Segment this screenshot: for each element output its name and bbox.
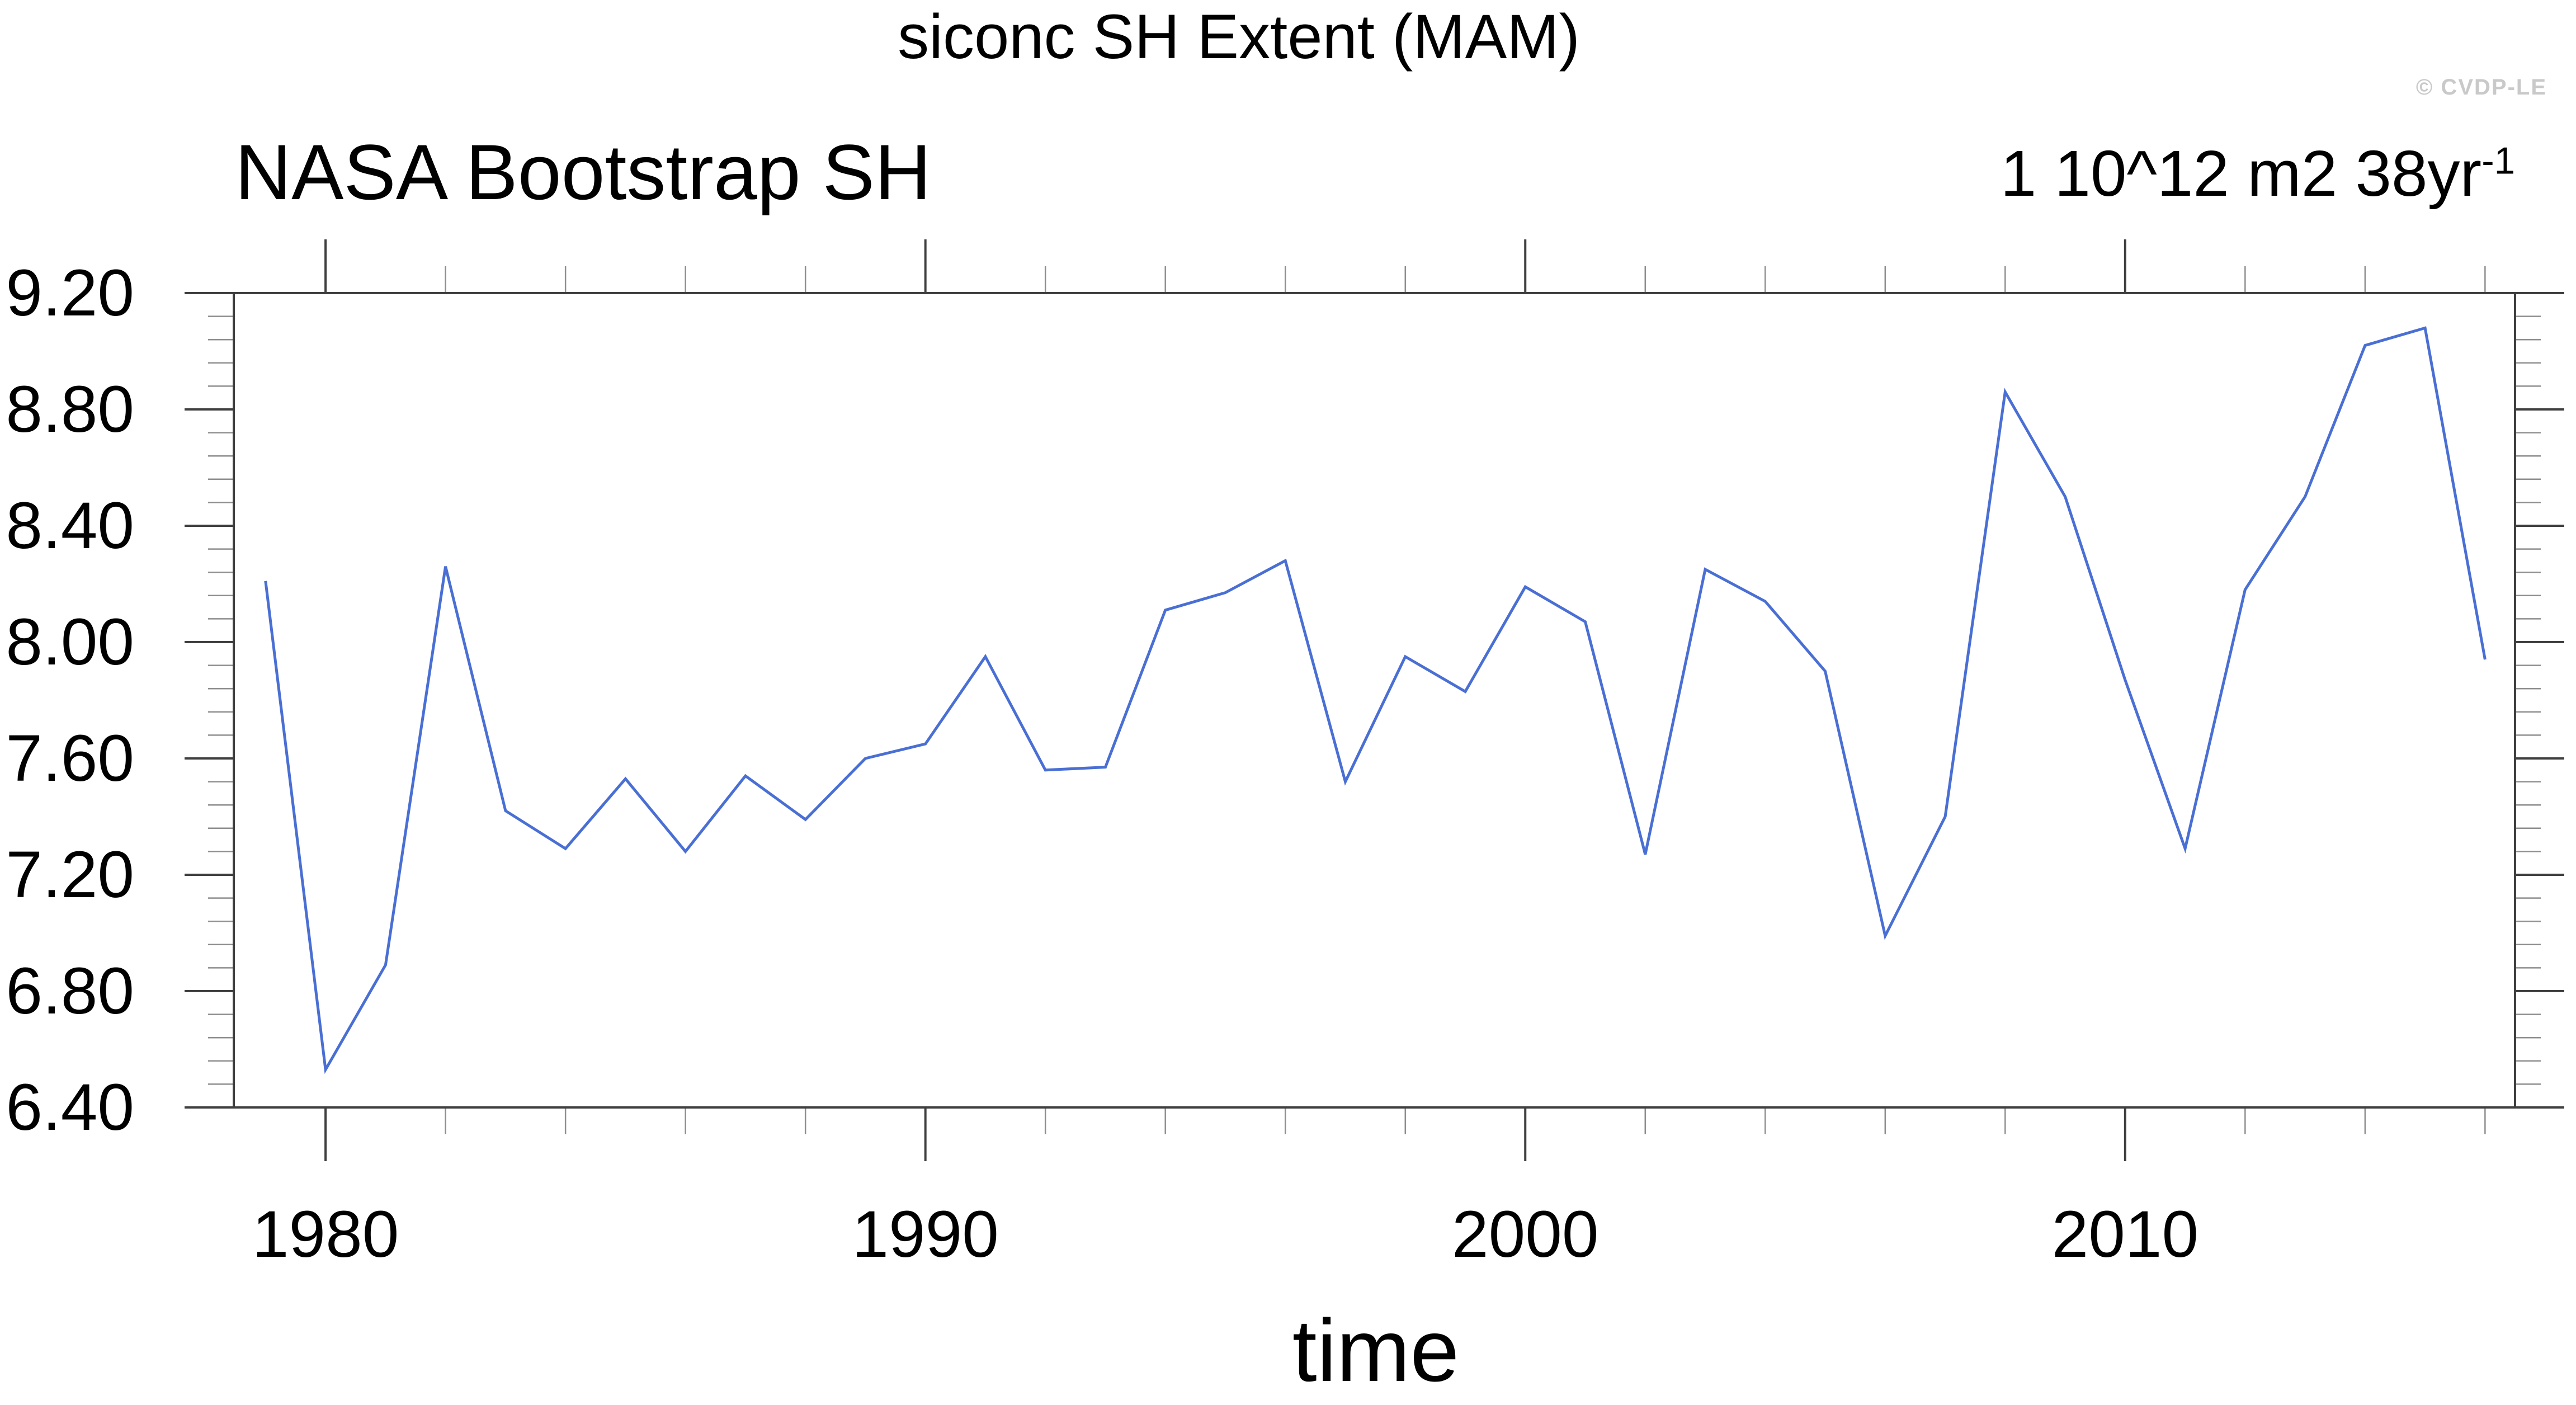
y-tick-label: 9.20 [6,256,134,330]
y-tick-label: 7.20 [6,838,134,912]
y-tick-label: 6.40 [6,1071,134,1144]
series-label: NASA Bootstrap SH [235,128,932,216]
y-tick-label: 7.60 [6,722,134,795]
trend-units-exponent: -1 [2481,140,2515,182]
x-tick-label: 1980 [252,1197,399,1271]
x-tick-label: 2000 [1452,1197,1599,1271]
x-axis-title: time [1292,1302,1460,1400]
y-tick-label: 8.40 [6,489,134,563]
page-title: siconc SH Extent (MAM) [898,2,1580,72]
trend-units-text: 1 10^12 m2 38yr [2000,137,2482,210]
data-line-series [264,326,2487,1074]
y-tick-label: 6.80 [6,954,134,1028]
plot-border [233,292,2516,1109]
y-tick-label: 8.00 [6,605,134,679]
x-tick-label: 1990 [852,1197,999,1271]
x-tick-label: 2010 [2052,1197,2199,1271]
trend-units-label: 1 10^12 m2 38yr-1 [2001,141,2515,206]
watermark-cvdp-le: © CVDP-LE [2415,75,2547,100]
y-tick-label: 8.80 [6,373,134,446]
